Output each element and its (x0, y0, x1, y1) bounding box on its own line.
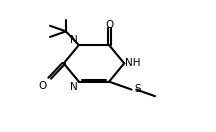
Text: N: N (70, 35, 78, 45)
Text: O: O (105, 20, 113, 30)
Text: N: N (70, 82, 78, 92)
Text: O: O (39, 81, 47, 91)
Text: NH: NH (125, 58, 141, 68)
Text: S: S (134, 84, 141, 94)
